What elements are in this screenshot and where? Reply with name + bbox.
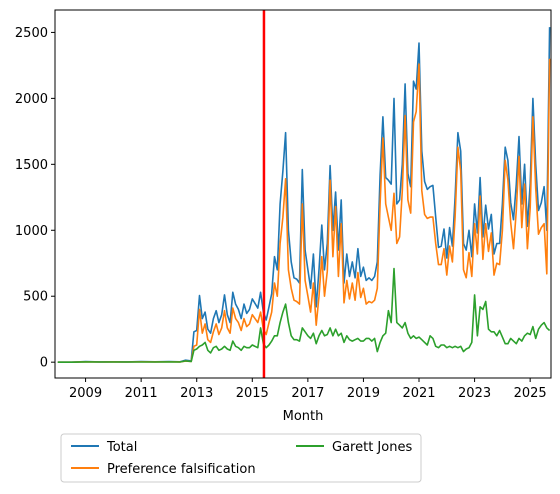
y-tick-label: 1500 [15, 158, 48, 173]
plot-area [54, 9, 552, 379]
y-tick-label: 1000 [15, 224, 48, 239]
series-line-2 [57, 267, 551, 363]
x-tick-label: 2009 [69, 386, 102, 401]
x-tick-label: 2013 [180, 386, 213, 401]
x-tick-label: 2019 [347, 386, 380, 401]
x-tick-label: 2017 [291, 386, 324, 401]
legend: Total Preference falsification Garett Jone… [60, 433, 422, 483]
series-line-1 [57, 58, 551, 363]
y-tick-label: 2500 [15, 26, 48, 41]
x-tick-label: 2011 [125, 386, 158, 401]
plot-frame [54, 9, 552, 379]
legend-label-1: Preference falsification [107, 462, 256, 477]
y-tick-label: 0 [40, 356, 48, 371]
x-tick-label: 2015 [236, 386, 269, 401]
x-tick-label: 2021 [402, 386, 435, 401]
x-tick-label: 2023 [458, 386, 491, 401]
legend-label-2: Garett Jones [332, 440, 412, 455]
legend-box [60, 433, 422, 483]
y-tick-label: 500 [23, 290, 48, 305]
x-axis: 2009 2011 2013 2015 2017 2019 2021 2023 2025 [69, 378, 547, 401]
y-tick-label: 2000 [15, 92, 48, 107]
x-tick-label: 2025 [514, 386, 547, 401]
legend-label-0: Total [106, 440, 137, 455]
series-line-0 [57, 27, 551, 363]
series-layer [57, 27, 551, 363]
y-axis: 0 500 1000 1500 2000 2500 [15, 26, 55, 371]
x-axis-label: Month [283, 409, 324, 424]
